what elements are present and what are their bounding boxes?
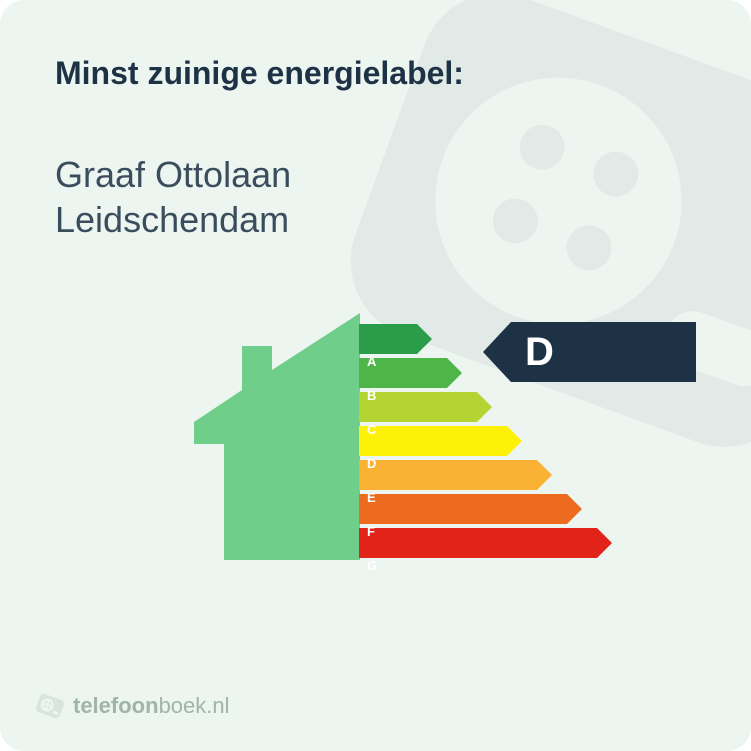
card-title: Minst zuinige energielabel: [55,55,696,92]
footer-brand: telefoonboek.nl [35,691,230,721]
energy-chart: ABCDEFG D [55,312,696,572]
bar-letter: D [367,456,376,471]
footer-bold: telefoon [73,693,159,718]
energy-bar-c: C [359,392,597,422]
content-area: Minst zuinige energielabel: Graaf Ottola… [0,0,751,751]
bar-shape [359,494,567,524]
bar-shape [359,528,597,558]
house-shape-icon [194,310,360,562]
bar-letter: G [367,558,377,573]
bar-letter: F [367,524,375,539]
energy-bar-e: E [359,460,597,490]
bar-shape [359,426,507,456]
bar-shape [359,392,477,422]
bar-letter: C [367,422,376,437]
bar-letter: A [367,354,376,369]
rating-badge: D [483,322,696,382]
bar-shape [359,324,417,354]
energy-label-card: Minst zuinige energielabel: Graaf Ottola… [0,0,751,751]
badge-arrow-icon [483,322,511,382]
footer-text: telefoonboek.nl [73,693,230,719]
address-line-2: Leidschendam [55,197,696,242]
energy-bar-d: D [359,426,597,456]
address-line-1: Graaf Ottolaan [55,152,696,197]
bar-letter: E [367,490,376,505]
badge-letter: D [511,322,696,382]
energy-bar-f: F [359,494,597,524]
bar-letter: B [367,388,376,403]
address-block: Graaf Ottolaan Leidschendam [55,152,696,242]
footer-rest: boek.nl [159,693,230,718]
footer-phone-icon [35,691,65,721]
energy-bar-g: G [359,528,597,558]
bar-shape [359,460,537,490]
